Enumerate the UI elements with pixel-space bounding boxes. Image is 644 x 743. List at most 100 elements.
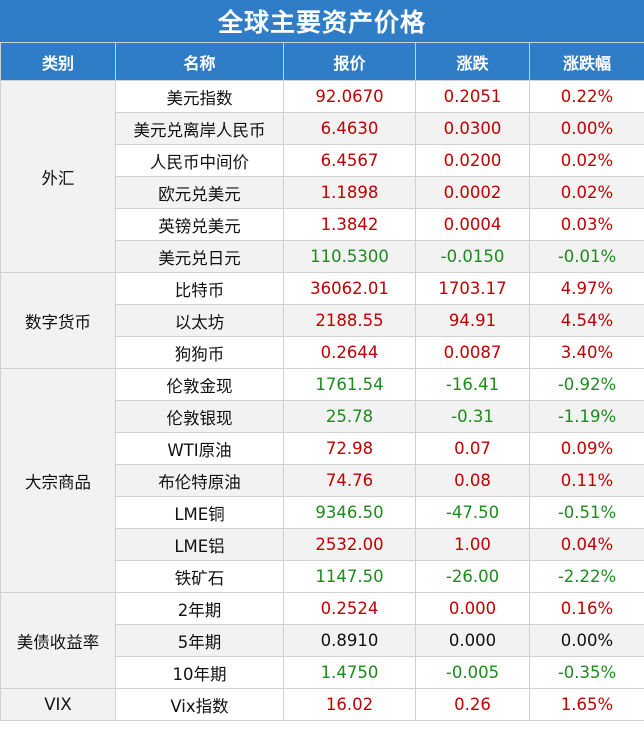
change-cell: 94.91	[415, 304, 530, 337]
price-cell: 16.02	[283, 688, 416, 721]
table-row: LME铜 9346.50 -47.50 -0.51%	[1, 496, 644, 529]
table-row: 英镑兑美元 1.3842 0.0004 0.03%	[1, 208, 644, 241]
change-cell: -0.0150	[415, 240, 530, 273]
price-cell: 6.4567	[283, 144, 416, 177]
change-pct-cell: -2.22%	[529, 560, 644, 593]
asset-name-cell: 欧元兑美元	[115, 176, 284, 209]
asset-name-cell: 铁矿石	[115, 560, 284, 593]
price-cell: 2532.00	[283, 528, 416, 561]
table-row: 美元兑离岸人民币 6.4630 0.0300 0.00%	[1, 112, 644, 145]
price-cell: 9346.50	[283, 496, 416, 529]
price-cell: 74.76	[283, 464, 416, 497]
change-cell: -0.31	[415, 400, 530, 433]
change-pct-cell: 0.22%	[529, 80, 644, 113]
change-pct-cell: 4.54%	[529, 304, 644, 337]
table-row: 伦敦银现 25.78 -0.31 -1.19%	[1, 400, 644, 433]
change-cell: 0.000	[415, 624, 530, 657]
asset-name-cell: 美元兑日元	[115, 240, 284, 273]
header-price: 报价	[283, 42, 416, 81]
price-cell: 1.4750	[283, 656, 416, 689]
category-cell: 数字货币	[0, 272, 116, 369]
change-cell: 0.000	[415, 592, 530, 625]
asset-name-cell: LME铜	[115, 496, 284, 529]
price-cell: 110.5300	[283, 240, 416, 273]
header-name: 名称	[115, 42, 284, 81]
price-cell: 2188.55	[283, 304, 416, 337]
change-cell: 0.0300	[415, 112, 530, 145]
change-pct-cell: 4.97%	[529, 272, 644, 305]
header-change: 涨跌	[415, 42, 530, 81]
change-cell: -0.005	[415, 656, 530, 689]
change-pct-cell: 1.65%	[529, 688, 644, 721]
table-row: 10年期 1.4750 -0.005 -0.35%	[1, 656, 644, 689]
asset-name-cell: Vix指数	[115, 688, 284, 721]
table-row: 5年期 0.8910 0.000 0.00%	[1, 624, 644, 657]
table-row: 欧元兑美元 1.1898 0.0002 0.02%	[1, 176, 644, 209]
price-cell: 1147.50	[283, 560, 416, 593]
asset-name-cell: 英镑兑美元	[115, 208, 284, 241]
asset-name-cell: 以太坊	[115, 304, 284, 337]
change-pct-cell: 0.09%	[529, 432, 644, 465]
asset-name-cell: 5年期	[115, 624, 284, 657]
table-row: 外汇 美元指数 92.0670 0.2051 0.22%	[0, 80, 644, 273]
change-pct-cell: 0.02%	[529, 176, 644, 209]
price-cell: 92.0670	[283, 80, 416, 113]
price-cell: 1761.54	[283, 368, 416, 401]
category-cell: VIX	[0, 688, 116, 721]
change-pct-cell: 0.00%	[529, 624, 644, 657]
change-cell: 0.07	[415, 432, 530, 465]
page-title: 全球主要资产价格	[0, 0, 644, 42]
header-change-pct: 涨跌幅	[529, 42, 644, 81]
change-cell: -47.50	[415, 496, 530, 529]
change-cell: 0.08	[415, 464, 530, 497]
asset-name-cell: 布伦特原油	[115, 464, 284, 497]
change-cell: 0.2051	[415, 80, 530, 113]
change-pct-cell: -0.35%	[529, 656, 644, 689]
change-pct-cell: 0.16%	[529, 592, 644, 625]
price-cell: 25.78	[283, 400, 416, 433]
change-cell: 1.00	[415, 528, 530, 561]
asset-name-cell: 伦敦金现	[115, 368, 284, 401]
change-pct-cell: 0.00%	[529, 112, 644, 145]
change-cell: 0.0200	[415, 144, 530, 177]
table-body: 外汇 美元指数 92.0670 0.2051 0.22% 美元兑离岸人民币 6.4630 0.…	[0, 80, 644, 721]
asset-name-cell: 人民币中间价	[115, 144, 284, 177]
change-pct-cell: -1.19%	[529, 400, 644, 433]
change-cell: 0.26	[415, 688, 530, 721]
asset-price-table: 类别 名称 报价 涨跌 涨跌幅 外汇 美元指数 92.0670 0.2051 0.22%…	[0, 42, 644, 721]
asset-name-cell: WTI原油	[115, 432, 284, 465]
price-cell: 72.98	[283, 432, 416, 465]
asset-name-cell: 2年期	[115, 592, 284, 625]
change-pct-cell: 0.11%	[529, 464, 644, 497]
price-cell: 6.4630	[283, 112, 416, 145]
table-row: LME铝 2532.00 1.00 0.04%	[1, 528, 644, 561]
asset-name-cell: 10年期	[115, 656, 284, 689]
price-cell: 0.8910	[283, 624, 416, 657]
change-cell: 1703.17	[415, 272, 530, 305]
change-pct-cell: -0.92%	[529, 368, 644, 401]
table-row: WTI原油 72.98 0.07 0.09%	[1, 432, 644, 465]
category-cell: 美债收益率	[0, 592, 116, 689]
change-pct-cell: 0.03%	[529, 208, 644, 241]
change-pct-cell: -0.51%	[529, 496, 644, 529]
price-cell: 0.2524	[283, 592, 416, 625]
change-pct-cell: -0.01%	[529, 240, 644, 273]
table-row: 人民币中间价 6.4567 0.0200 0.02%	[1, 144, 644, 177]
price-cell: 1.3842	[283, 208, 416, 241]
asset-name-cell: 伦敦银现	[115, 400, 284, 433]
asset-name-cell: LME铝	[115, 528, 284, 561]
table-row: VIX Vix指数 16.02 0.26 1.65%	[0, 688, 644, 721]
table-row: 数字货币 比特币 36062.01 1703.17 4.97%	[0, 272, 644, 369]
table-row: 美元兑日元 110.5300 -0.0150 -0.01%	[1, 240, 644, 273]
asset-name-cell: 比特币	[115, 272, 284, 305]
category-cell: 大宗商品	[0, 368, 116, 593]
price-cell: 36062.01	[283, 272, 416, 305]
table-row: 铁矿石 1147.50 -26.00 -2.22%	[1, 560, 644, 593]
price-cell: 1.1898	[283, 176, 416, 209]
header-category: 类别	[0, 42, 116, 81]
change-cell: 0.0002	[415, 176, 530, 209]
asset-name-cell: 美元兑离岸人民币	[115, 112, 284, 145]
table-row: 美债收益率 2年期 0.2524 0.000 0.16%	[0, 592, 644, 689]
change-pct-cell: 0.02%	[529, 144, 644, 177]
change-pct-cell: 0.04%	[529, 528, 644, 561]
